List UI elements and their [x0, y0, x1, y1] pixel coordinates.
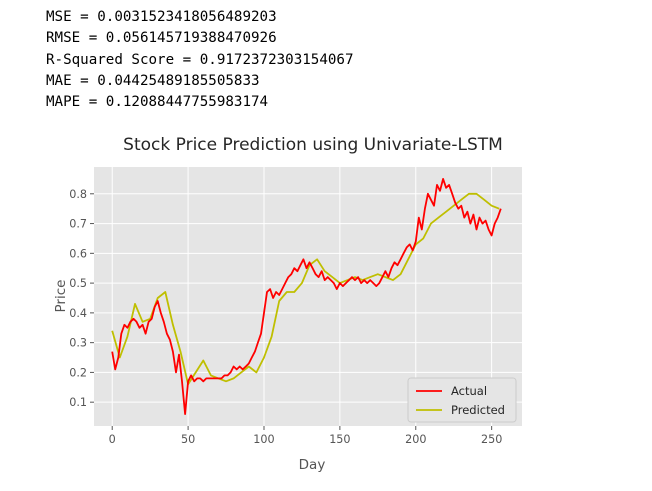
legend-predicted-label: Predicted [451, 403, 505, 417]
y-axis-label: Price [53, 280, 69, 313]
legend-box [407, 377, 517, 423]
y-tick-label: 0.2 [69, 366, 87, 379]
x-tick-label: 150 [329, 433, 350, 446]
y-tick-label: 0.3 [69, 337, 87, 350]
y-tick-label: 0.1 [69, 396, 87, 409]
series-line-predicted [111, 192, 500, 386]
series-line-actual [111, 178, 502, 415]
y-tick-label: 0.7 [69, 218, 87, 231]
y-tick-label: 0.6 [69, 247, 87, 260]
metric-mse: MSE = 0.0031523418056489203 [46, 9, 277, 25]
x-tick-label: 0 [109, 433, 116, 446]
chart-title: Stock Price Prediction using Univariate-… [123, 135, 503, 155]
x-tick-label: 100 [253, 433, 274, 446]
x-tick-label: 50 [181, 433, 195, 446]
legend: Actual Predicted [407, 377, 517, 423]
y-tick-label: 0.5 [69, 277, 87, 290]
metric-r2: R-Squared Score = 0.9172372303154067 [46, 51, 354, 68]
metrics-output: MSE = 0.0031523418056489203 RMSE = 0.056… [46, 7, 354, 113]
metric-mape: MAPE = 0.12088447755983174 [46, 94, 269, 111]
metric-rmse: RMSE = 0.056145719388470926 [46, 30, 277, 47]
metric-mae: MAE = 0.04425489185505833 [46, 72, 260, 89]
series-lines [111, 178, 502, 415]
y-tick-label: 0.4 [69, 307, 87, 320]
y-tick-label: 0.8 [69, 188, 87, 201]
x-tick-label: 250 [481, 433, 502, 446]
x-axis-ticks: 0 50 100 150 200 250 [109, 426, 502, 446]
x-tick-label: 200 [405, 433, 426, 446]
legend-actual-label: Actual [451, 384, 487, 398]
y-axis-ticks: 0.1 0.2 0.3 0.4 0.5 0.6 0.7 0.8 [69, 188, 94, 409]
x-axis-label: Day [299, 457, 326, 473]
